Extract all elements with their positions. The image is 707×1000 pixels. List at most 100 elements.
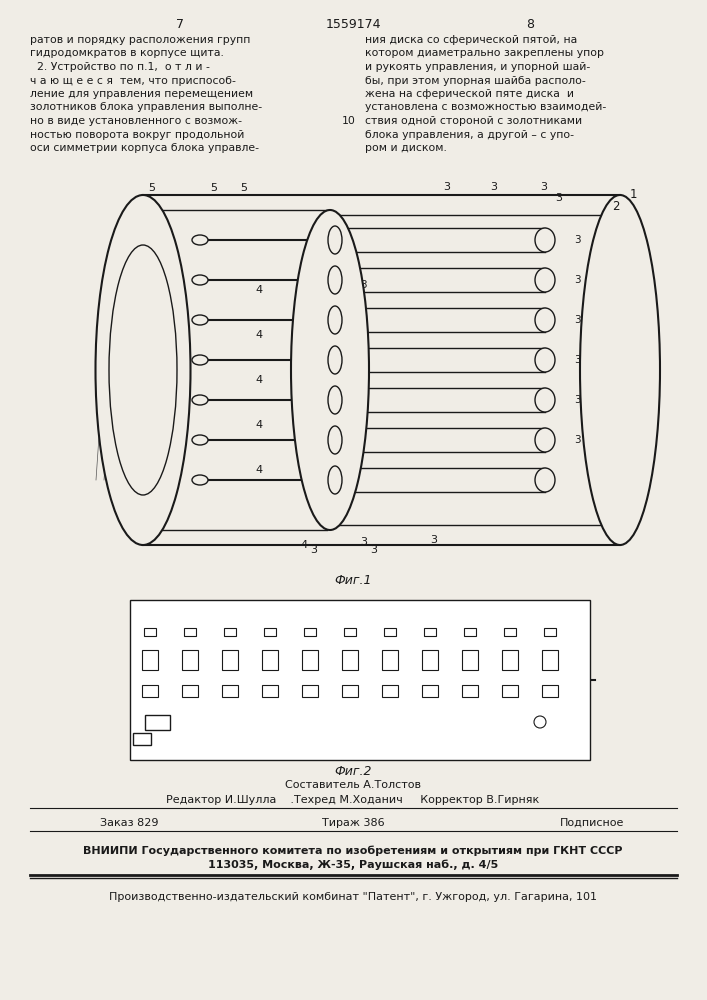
Text: 115: 115 bbox=[570, 718, 585, 727]
Ellipse shape bbox=[192, 235, 208, 245]
Text: 1559174: 1559174 bbox=[325, 18, 381, 31]
FancyBboxPatch shape bbox=[145, 715, 170, 730]
FancyBboxPatch shape bbox=[222, 685, 238, 697]
Text: 3: 3 bbox=[307, 611, 312, 620]
Text: котором диаметрально закреплены упор: котором диаметрально закреплены упор bbox=[365, 48, 604, 58]
Text: 3: 3 bbox=[347, 611, 352, 620]
Text: 3: 3 bbox=[574, 235, 580, 245]
Text: Тираж 386: Тираж 386 bbox=[322, 818, 385, 828]
Ellipse shape bbox=[192, 475, 208, 485]
FancyBboxPatch shape bbox=[464, 628, 476, 636]
Ellipse shape bbox=[328, 346, 342, 374]
Text: 3: 3 bbox=[360, 280, 367, 290]
FancyBboxPatch shape bbox=[502, 650, 518, 670]
Text: 3: 3 bbox=[187, 611, 192, 620]
Text: 10: 10 bbox=[342, 116, 356, 126]
Text: ния диска со сферической пятой, на: ния диска со сферической пятой, на bbox=[365, 35, 577, 45]
Text: 3: 3 bbox=[574, 355, 580, 365]
Text: установлена с возможностью взаимодей-: установлена с возможностью взаимодей- bbox=[365, 103, 606, 112]
Text: 2. Устройство по п.1,  о т л и -: 2. Устройство по п.1, о т л и - bbox=[30, 62, 210, 72]
FancyBboxPatch shape bbox=[142, 650, 158, 670]
Text: 3: 3 bbox=[443, 182, 450, 192]
FancyBboxPatch shape bbox=[542, 650, 558, 670]
FancyBboxPatch shape bbox=[342, 685, 358, 697]
FancyBboxPatch shape bbox=[384, 628, 396, 636]
Text: блока управления, а другой – с упо-: блока управления, а другой – с упо- bbox=[365, 129, 574, 139]
Ellipse shape bbox=[535, 308, 555, 332]
Text: 4: 4 bbox=[255, 285, 262, 295]
Text: 4: 4 bbox=[315, 400, 322, 410]
Text: 4: 4 bbox=[255, 465, 262, 475]
Text: 9: 9 bbox=[355, 688, 359, 694]
Ellipse shape bbox=[192, 275, 208, 285]
Text: 3: 3 bbox=[387, 611, 392, 620]
Text: 9: 9 bbox=[555, 688, 559, 694]
Text: 2: 2 bbox=[612, 200, 619, 213]
Text: 3: 3 bbox=[267, 611, 272, 620]
Text: 17: 17 bbox=[155, 655, 164, 661]
FancyBboxPatch shape bbox=[342, 650, 358, 670]
FancyBboxPatch shape bbox=[544, 628, 556, 636]
FancyBboxPatch shape bbox=[222, 650, 238, 670]
Ellipse shape bbox=[328, 426, 342, 454]
FancyBboxPatch shape bbox=[130, 600, 590, 760]
Text: Редактор И.Шулла    .Техред М.Ходанич     Корректор В.Гирняк: Редактор И.Шулла .Техред М.Ходанич Корре… bbox=[166, 795, 539, 805]
Text: 4: 4 bbox=[300, 540, 307, 550]
Text: но в виде установленного с возмож-: но в виде установленного с возмож- bbox=[30, 116, 242, 126]
FancyBboxPatch shape bbox=[302, 685, 318, 697]
Text: 113035, Москва, Ж-35, Раушская наб., д. 4/5: 113035, Москва, Ж-35, Раушская наб., д. … bbox=[208, 859, 498, 869]
Text: 3: 3 bbox=[555, 193, 562, 203]
Text: 8: 8 bbox=[526, 18, 534, 31]
Ellipse shape bbox=[535, 228, 555, 252]
FancyBboxPatch shape bbox=[142, 685, 158, 697]
Ellipse shape bbox=[328, 226, 342, 254]
Text: 17: 17 bbox=[275, 655, 284, 661]
Text: 3: 3 bbox=[360, 400, 367, 410]
Text: 3: 3 bbox=[430, 535, 437, 545]
Text: 10: 10 bbox=[310, 730, 320, 739]
Text: 17: 17 bbox=[355, 655, 364, 661]
FancyBboxPatch shape bbox=[504, 628, 516, 636]
Text: 17: 17 bbox=[475, 655, 484, 661]
FancyBboxPatch shape bbox=[462, 650, 478, 670]
Text: Заказ 829: Заказ 829 bbox=[100, 818, 158, 828]
Text: 5: 5 bbox=[148, 183, 155, 193]
FancyBboxPatch shape bbox=[133, 733, 151, 745]
Text: 9: 9 bbox=[435, 688, 440, 694]
Ellipse shape bbox=[192, 435, 208, 445]
Text: 10: 10 bbox=[410, 730, 420, 739]
Text: ром и диском.: ром и диском. bbox=[365, 143, 447, 153]
FancyBboxPatch shape bbox=[542, 685, 558, 697]
Ellipse shape bbox=[192, 355, 208, 365]
Text: 9: 9 bbox=[275, 688, 279, 694]
Text: Составитель А.Толстов: Составитель А.Толстов bbox=[285, 780, 421, 790]
Text: 4: 4 bbox=[255, 330, 262, 340]
Text: 17: 17 bbox=[235, 655, 244, 661]
FancyBboxPatch shape bbox=[224, 628, 236, 636]
FancyBboxPatch shape bbox=[422, 650, 438, 670]
Text: оси симметрии корпуса блока управле-: оси симметрии корпуса блока управле- bbox=[30, 143, 259, 153]
FancyBboxPatch shape bbox=[182, 685, 198, 697]
Text: 4: 4 bbox=[255, 375, 262, 385]
Text: ностью поворота вокруг продольной: ностью поворота вокруг продольной bbox=[30, 129, 245, 139]
Text: 11: 11 bbox=[350, 730, 359, 739]
Text: 9: 9 bbox=[315, 688, 320, 694]
FancyBboxPatch shape bbox=[424, 628, 436, 636]
Text: 17: 17 bbox=[195, 655, 204, 661]
Text: 3: 3 bbox=[507, 611, 512, 620]
Ellipse shape bbox=[192, 315, 208, 325]
Text: 5: 5 bbox=[210, 183, 217, 193]
Ellipse shape bbox=[535, 468, 555, 492]
Ellipse shape bbox=[535, 428, 555, 452]
Ellipse shape bbox=[291, 210, 369, 530]
Text: 17: 17 bbox=[555, 655, 564, 661]
Text: 3: 3 bbox=[574, 395, 580, 405]
Text: золотников блока управления выполне-: золотников блока управления выполне- bbox=[30, 103, 262, 112]
Text: ч а ю щ е е с я  тем, что приспособ-: ч а ю щ е е с я тем, что приспособ- bbox=[30, 76, 236, 86]
Text: 3: 3 bbox=[467, 611, 472, 620]
Text: 17: 17 bbox=[435, 655, 444, 661]
Text: 9: 9 bbox=[195, 688, 199, 694]
Ellipse shape bbox=[535, 348, 555, 372]
FancyBboxPatch shape bbox=[502, 685, 518, 697]
Text: 8: 8 bbox=[147, 718, 153, 727]
